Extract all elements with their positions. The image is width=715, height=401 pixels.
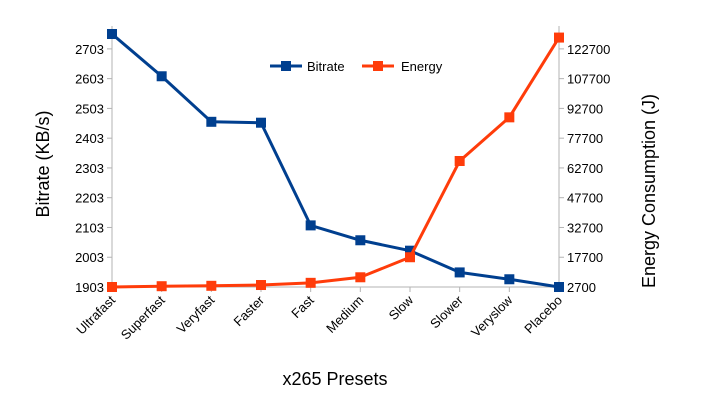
x-tick-label: Fast: [288, 292, 317, 321]
x-tick-label: Placebo: [521, 293, 565, 337]
legend-energy-marker: [373, 61, 383, 71]
y2-axis-title: Energy Consumption (J): [639, 94, 659, 288]
bitrate-point: [504, 274, 515, 285]
y-axis-title: Bitrate (KB/s): [33, 110, 53, 217]
y2-tick-label: 17700: [567, 250, 603, 265]
series-line-energy: [111, 36, 561, 289]
bitrate-point: [405, 245, 415, 256]
y-tick-label: 2103: [75, 220, 104, 235]
y-tick-label: 1903: [75, 280, 104, 295]
x-tick-label: Ultrafast: [73, 292, 118, 337]
x-tick-label: Slow: [386, 292, 417, 323]
bitrate-point: [305, 220, 316, 231]
bitrate-point: [256, 117, 266, 128]
x-axis-title: x265 Presets: [282, 369, 387, 389]
y-tick-label: 2003: [75, 250, 104, 265]
x-tick-label: Medium: [323, 293, 366, 336]
x-tick-label: Veryslow: [468, 292, 516, 340]
energy-point: [554, 32, 564, 43]
bitrate-point: [554, 282, 564, 292]
y2-tick-label: 47700: [567, 191, 603, 206]
energy-point: [107, 282, 117, 292]
y2-tick-label: 32700: [567, 220, 603, 235]
legend-bitrate-label: Bitrate: [307, 59, 345, 74]
y2-tick-label: 107700: [567, 72, 610, 87]
y-tick-label: 2203: [75, 191, 104, 206]
bitrate-point: [107, 29, 117, 39]
y2-tick-label: 2700: [567, 280, 596, 295]
energy-point: [454, 155, 465, 166]
legend-energy-label: Energy: [401, 59, 443, 74]
y2-tick-label: 77700: [567, 131, 603, 146]
y2-tick-label: 92700: [567, 101, 603, 116]
energy-point: [256, 280, 266, 291]
energy-point: [405, 252, 415, 263]
x-tick-label: Faster: [230, 292, 267, 329]
y-tick-label: 2303: [75, 161, 104, 176]
y-tick-label: 2603: [75, 72, 104, 87]
series-line-bitrate: [111, 32, 560, 289]
y2-tick-label: 62700: [567, 161, 603, 176]
y-tick-label: 2703: [75, 42, 104, 57]
energy-point: [355, 272, 366, 283]
energy-point: [156, 281, 167, 292]
y-tick-label: 2403: [75, 131, 104, 146]
energy-point: [305, 277, 316, 288]
energy-point: [504, 112, 515, 123]
y2-tick-label: 122700: [567, 42, 610, 57]
series: [107, 29, 564, 292]
bitrate-point: [206, 116, 217, 127]
bitrate-point: [454, 267, 465, 278]
energy-point: [206, 280, 217, 291]
legend-bitrate-marker: [281, 61, 291, 71]
bitrate-point: [355, 235, 366, 246]
bitrate-point: [156, 71, 167, 82]
y-tick-label: 2503: [75, 101, 104, 116]
x-tick-label: Superfast: [118, 292, 168, 342]
x-tick-label: Veryfast: [174, 292, 218, 336]
legend: Bitrate Energy: [270, 59, 443, 74]
x-tick-label: Slower: [427, 292, 466, 331]
